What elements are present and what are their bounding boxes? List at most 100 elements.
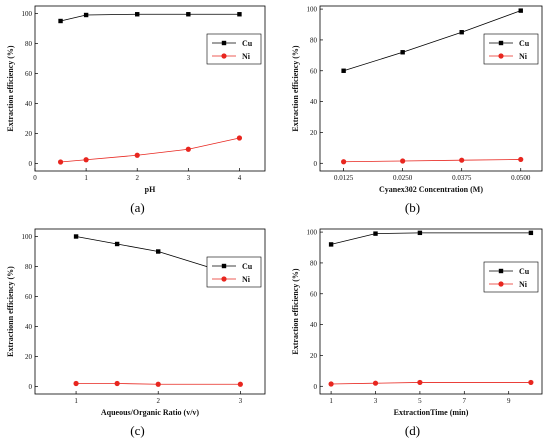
- legend-marker: [221, 40, 227, 46]
- data-point-ni: [73, 380, 79, 387]
- x-tick-label: 0: [33, 174, 37, 182]
- data-point-ni: [372, 380, 379, 386]
- data-point-ni: [417, 379, 423, 386]
- y-tick-label: 100: [22, 233, 33, 241]
- legend-label: Cu: [242, 262, 253, 271]
- data-point-cu: [328, 242, 334, 247]
- chart-svg-d: 1 3 5 7 9 0 20 40 60 80 100 ExtractionTime (min) Ext…: [291, 228, 543, 417]
- x-tick-label: 7: [463, 397, 467, 405]
- data-point-cu: [341, 68, 346, 73]
- legend-label: Cu: [242, 39, 253, 48]
- y-tick-label: 100: [307, 229, 318, 237]
- x-tick-label: 9: [507, 397, 511, 405]
- x-tick-label: 1: [74, 397, 78, 405]
- data-point-cu: [58, 18, 63, 24]
- legend-marker: [498, 40, 504, 46]
- series-line-cu: [343, 10, 521, 72]
- plot-frame: [319, 228, 543, 395]
- y-tick-label: 20: [25, 130, 33, 138]
- y-tick-label: 40: [310, 321, 318, 329]
- y-tick-label: 20: [310, 352, 318, 360]
- data-point-cu: [114, 241, 120, 247]
- data-point-cu: [135, 12, 140, 17]
- plot-frame: [34, 228, 266, 395]
- x-tick-label: 0.0250: [393, 174, 413, 182]
- data-point-ni: [83, 157, 89, 163]
- legend-marker: [221, 263, 227, 269]
- chart-caption: (c): [130, 423, 145, 438]
- chart-panel-c: 1 2 3 0 20 40 60 80 100 Aqueous/Organic Ratio (v/…: [0, 223, 275, 446]
- x-tick-label: 3: [187, 174, 191, 182]
- x-axis-label: Cyanex302 Concentration (M): [379, 185, 483, 194]
- data-point-cu: [518, 8, 523, 13]
- chart-panel-d: 1 3 5 7 9 0 20 40 60 80 100 ExtractionTime (min) Ext…: [275, 223, 550, 446]
- data-point-ni: [236, 135, 243, 141]
- x-tick-label: 2: [135, 174, 139, 182]
- x-tick-label: 4: [238, 174, 242, 182]
- data-point-ni: [57, 159, 64, 165]
- chart-panel-b: 0.0125 0.0250 0.0375 0.0500 0 20 40 60 80 100 Cyan…: [275, 0, 550, 223]
- data-point-cu: [400, 50, 405, 55]
- y-tick-label: 20: [310, 129, 318, 137]
- data-point-ni: [114, 380, 120, 387]
- legend-marker: [498, 281, 504, 287]
- data-point-cu: [186, 12, 191, 17]
- data-point-ni: [237, 381, 243, 387]
- x-tick-label: 0.0500: [511, 174, 531, 182]
- y-tick-label: 0: [29, 160, 33, 168]
- y-tick-label: 40: [25, 323, 33, 331]
- chart-caption: (b): [404, 200, 421, 215]
- data-point-cu: [156, 249, 161, 254]
- data-point-cu: [237, 12, 242, 17]
- y-axis-label: Extraction efficiency (%): [6, 45, 15, 132]
- y-tick-label: 0: [29, 383, 33, 391]
- y-tick-label: 40: [25, 100, 33, 108]
- x-tick-label: 1: [329, 397, 333, 405]
- legend-label: Ni: [242, 52, 251, 61]
- chart-caption: (a): [130, 200, 145, 215]
- x-tick-label: 2: [156, 397, 160, 405]
- y-tick-label: 80: [310, 36, 318, 44]
- y-tick-label: 60: [25, 70, 33, 78]
- x-tick-label: 5: [418, 397, 422, 405]
- y-tick-label: 60: [310, 67, 318, 75]
- data-point-ni: [328, 381, 334, 387]
- y-tick-label: 0: [314, 383, 318, 391]
- legend-box: [206, 256, 262, 288]
- x-axis-label: pH: [145, 185, 156, 194]
- plot-frame: [34, 5, 266, 172]
- x-tick-label: 1: [84, 174, 88, 182]
- chart-caption: (d): [404, 423, 421, 438]
- legend-marker: [498, 53, 504, 59]
- x-tick-label: 3: [374, 397, 378, 405]
- series-line-cu: [331, 232, 531, 245]
- series-line-cu: [75, 236, 241, 278]
- y-tick-label: 60: [25, 293, 33, 301]
- legend-marker: [498, 268, 504, 274]
- legend-marker: [221, 276, 227, 282]
- legend-label: Ni: [519, 52, 528, 61]
- data-point-ni: [528, 379, 534, 386]
- legend-box: [483, 261, 539, 293]
- y-tick-label: 80: [310, 259, 318, 267]
- legend-label: Cu: [519, 39, 530, 48]
- data-point-cu: [83, 12, 89, 18]
- x-tick-label: 0.0375: [452, 174, 472, 182]
- data-point-cu: [528, 230, 534, 236]
- y-axis-label: Extraction efficiency (%): [291, 45, 300, 132]
- series-line-ni: [76, 383, 241, 385]
- y-tick-label: 40: [310, 98, 318, 106]
- data-point-ni: [459, 157, 465, 163]
- data-point-ni: [134, 152, 140, 158]
- x-tick-label: 0.0125: [334, 174, 354, 182]
- y-axis-label: Extractionn efficiency (%): [6, 266, 15, 357]
- chart-panel-a: 0 1 2 3 4 0 20 40 60 80 100 pH Extraction efficiency…: [0, 0, 275, 223]
- x-axis-label: ExtractionTime (min): [394, 408, 469, 417]
- y-tick-label: 100: [307, 6, 318, 14]
- data-point-ni: [155, 381, 161, 387]
- x-tick-label: 3: [239, 397, 243, 405]
- data-point-cu: [373, 231, 378, 236]
- legend-box: [483, 33, 539, 65]
- data-point-ni: [185, 146, 191, 152]
- data-point-cu: [417, 230, 423, 236]
